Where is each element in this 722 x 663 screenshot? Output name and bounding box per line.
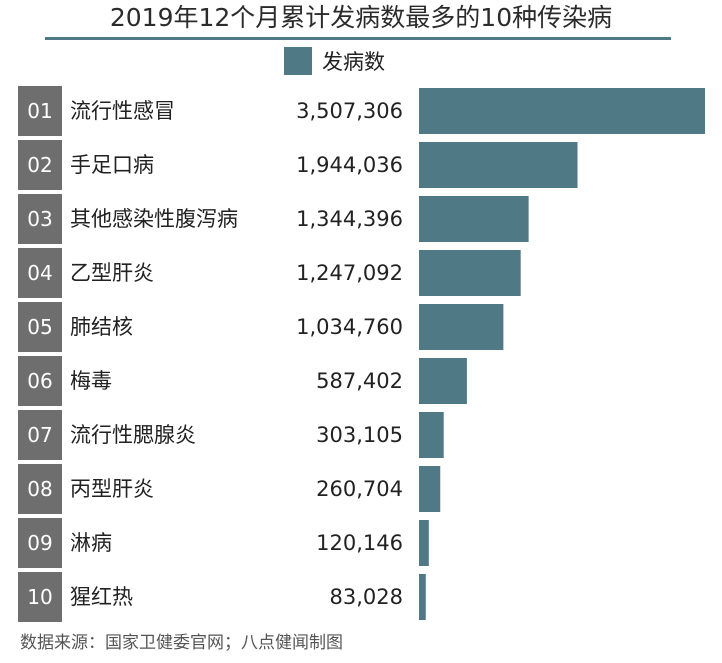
rank-box xyxy=(18,248,62,298)
source-note: 数据来源：国家卫健委官网；八点健闻制图 xyxy=(20,633,343,653)
rank-label: 06 xyxy=(27,369,52,393)
category-label: 淋病 xyxy=(70,531,112,555)
bar xyxy=(419,466,441,512)
value-label: 3,507,306 xyxy=(296,99,403,123)
rank-box xyxy=(18,86,62,136)
category-label: 肺结核 xyxy=(70,315,133,339)
rank-label: 05 xyxy=(27,315,52,339)
rank-box xyxy=(18,464,62,514)
bar xyxy=(419,142,578,188)
bar xyxy=(419,412,444,458)
bar xyxy=(419,304,504,350)
category-label: 梅毒 xyxy=(70,369,112,393)
value-label: 260,704 xyxy=(316,477,403,501)
category-label: 手足口病 xyxy=(70,153,154,177)
rank-box xyxy=(18,302,62,352)
value-label: 120,146 xyxy=(316,531,403,555)
rank-label: 03 xyxy=(27,207,52,231)
chart-title: 2019年12个月累计发病数最多的10种传染病 xyxy=(109,3,613,32)
rank-label: 09 xyxy=(27,531,52,555)
value-label: 1,344,396 xyxy=(296,207,403,231)
rank-label: 08 xyxy=(27,477,52,501)
bar xyxy=(419,88,705,134)
rank-label: 07 xyxy=(27,423,52,447)
rank-box xyxy=(18,356,62,406)
bar xyxy=(419,520,429,566)
bar xyxy=(419,358,467,404)
rank-label: 01 xyxy=(27,99,52,123)
value-label: 1,034,760 xyxy=(296,315,403,339)
rank-label: 02 xyxy=(27,153,52,177)
category-label: 丙型肝炎 xyxy=(70,477,154,501)
rank-box xyxy=(18,194,62,244)
rank-label: 04 xyxy=(27,261,52,285)
category-label: 其他感染性腹泻病 xyxy=(70,207,238,231)
rank-box xyxy=(18,518,62,568)
category-label: 流行性腮腺炎 xyxy=(70,423,196,447)
legend: 发病数 xyxy=(284,46,385,76)
value-label: 83,028 xyxy=(330,585,403,609)
legend-label: 发病数 xyxy=(322,50,385,74)
value-label: 303,105 xyxy=(316,423,403,447)
legend-swatch xyxy=(284,47,312,75)
value-label: 1,247,092 xyxy=(296,261,403,285)
category-label: 流行性感冒 xyxy=(70,99,175,123)
value-label: 587,402 xyxy=(316,369,403,393)
bar xyxy=(419,196,529,242)
title-underline xyxy=(45,37,671,40)
rank-box xyxy=(18,140,62,190)
value-label: 1,944,036 xyxy=(296,153,403,177)
rank-label: 10 xyxy=(27,585,52,609)
rank-box xyxy=(18,410,62,460)
bar xyxy=(419,250,521,296)
category-label: 乙型肝炎 xyxy=(70,261,154,285)
bar xyxy=(419,574,426,620)
rank-box xyxy=(18,572,62,622)
category-label: 猩红热 xyxy=(70,585,133,609)
